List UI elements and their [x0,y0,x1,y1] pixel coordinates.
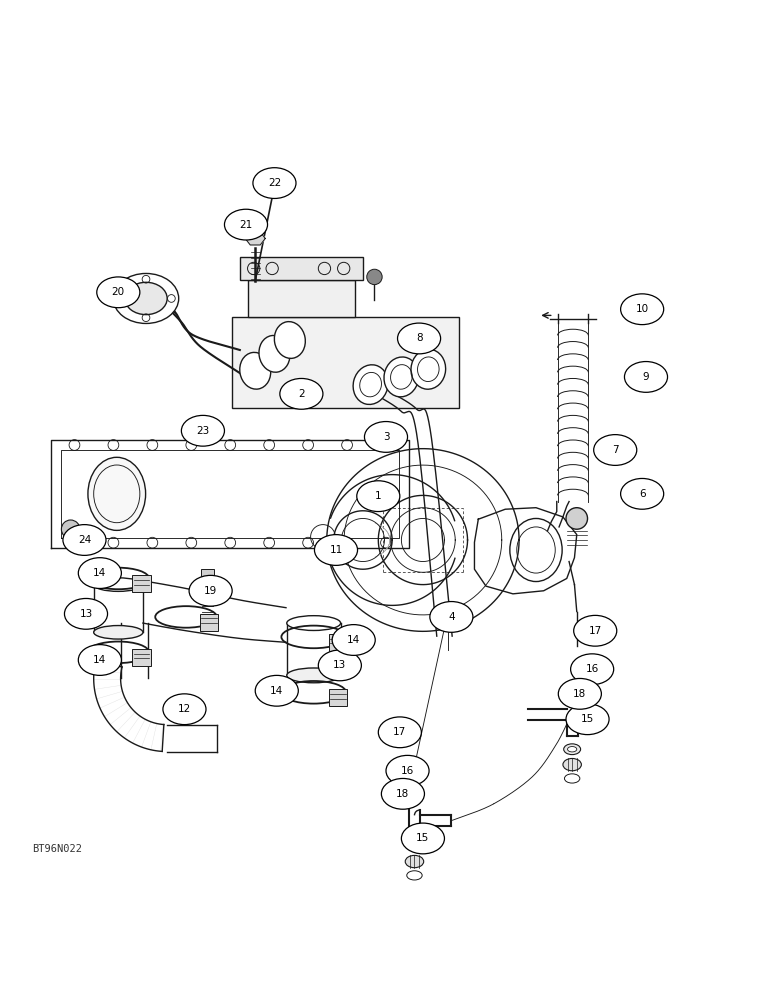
Ellipse shape [378,717,422,748]
Ellipse shape [571,654,614,685]
Ellipse shape [78,645,121,675]
Ellipse shape [256,675,298,706]
Text: 24: 24 [78,535,91,545]
Text: 15: 15 [581,714,594,724]
Ellipse shape [381,778,425,809]
Ellipse shape [125,282,168,315]
Ellipse shape [410,840,419,846]
Ellipse shape [406,838,423,848]
FancyBboxPatch shape [201,569,214,580]
Ellipse shape [384,357,418,397]
Text: 23: 23 [196,426,209,436]
FancyBboxPatch shape [132,575,151,592]
Ellipse shape [401,823,445,854]
Ellipse shape [181,415,225,446]
Text: 22: 22 [268,178,281,188]
Ellipse shape [318,650,361,681]
Text: 21: 21 [239,220,252,230]
Ellipse shape [594,435,637,465]
Circle shape [441,607,455,621]
Ellipse shape [225,209,268,240]
Text: 3: 3 [383,432,389,442]
Ellipse shape [567,747,577,752]
Circle shape [367,269,382,285]
Circle shape [566,508,587,529]
Ellipse shape [286,668,340,683]
FancyBboxPatch shape [232,317,459,408]
Text: 6: 6 [639,489,645,499]
Text: 9: 9 [642,372,649,382]
Ellipse shape [93,578,143,591]
Ellipse shape [113,273,178,323]
Ellipse shape [88,457,146,530]
Ellipse shape [357,481,400,512]
Text: BT96N022: BT96N022 [32,844,82,854]
Text: 18: 18 [396,789,410,799]
FancyBboxPatch shape [240,257,363,280]
Text: 19: 19 [204,586,217,596]
Ellipse shape [286,616,340,630]
Text: 13: 13 [80,609,93,619]
Circle shape [62,520,80,538]
FancyBboxPatch shape [132,649,151,666]
Ellipse shape [430,602,473,632]
Ellipse shape [96,277,140,308]
Ellipse shape [274,322,306,358]
Ellipse shape [407,871,422,880]
Ellipse shape [564,774,580,783]
Ellipse shape [63,525,106,555]
Ellipse shape [625,362,668,392]
Ellipse shape [353,365,388,404]
Text: 16: 16 [585,664,599,674]
FancyBboxPatch shape [329,689,347,706]
Text: 1: 1 [375,491,381,501]
Text: 18: 18 [574,689,587,699]
Text: 14: 14 [347,635,361,645]
Ellipse shape [332,625,375,655]
Text: 4: 4 [448,612,455,622]
Ellipse shape [564,744,581,755]
Ellipse shape [364,422,408,452]
Ellipse shape [566,704,609,735]
Ellipse shape [279,378,323,409]
Ellipse shape [563,758,581,771]
Ellipse shape [558,678,601,709]
Ellipse shape [240,352,271,389]
Ellipse shape [259,335,290,372]
Ellipse shape [411,349,445,389]
Ellipse shape [314,535,357,565]
Text: 17: 17 [588,626,602,636]
Text: 14: 14 [93,655,107,665]
Text: 16: 16 [401,766,414,776]
Text: 11: 11 [330,545,343,555]
Text: 8: 8 [416,333,422,343]
Ellipse shape [405,855,424,868]
Ellipse shape [621,294,664,325]
Text: 12: 12 [178,704,191,714]
Text: 2: 2 [298,389,305,399]
Ellipse shape [93,626,143,639]
Ellipse shape [386,755,429,786]
FancyBboxPatch shape [200,614,218,631]
Ellipse shape [621,478,664,509]
Text: 7: 7 [612,445,618,455]
Ellipse shape [78,558,121,588]
Text: 10: 10 [635,304,648,314]
Text: 14: 14 [270,686,283,696]
Text: 17: 17 [393,727,407,737]
Ellipse shape [253,168,296,198]
Ellipse shape [163,694,206,725]
Text: 15: 15 [416,833,429,843]
Polygon shape [245,232,266,245]
Ellipse shape [65,598,107,629]
Ellipse shape [189,575,232,606]
Text: 14: 14 [93,568,107,578]
Polygon shape [266,179,288,194]
Text: 13: 13 [334,660,347,670]
Ellipse shape [398,323,441,354]
FancyBboxPatch shape [329,634,347,651]
Text: 20: 20 [112,287,125,297]
FancyBboxPatch shape [248,280,355,317]
Ellipse shape [574,615,617,646]
